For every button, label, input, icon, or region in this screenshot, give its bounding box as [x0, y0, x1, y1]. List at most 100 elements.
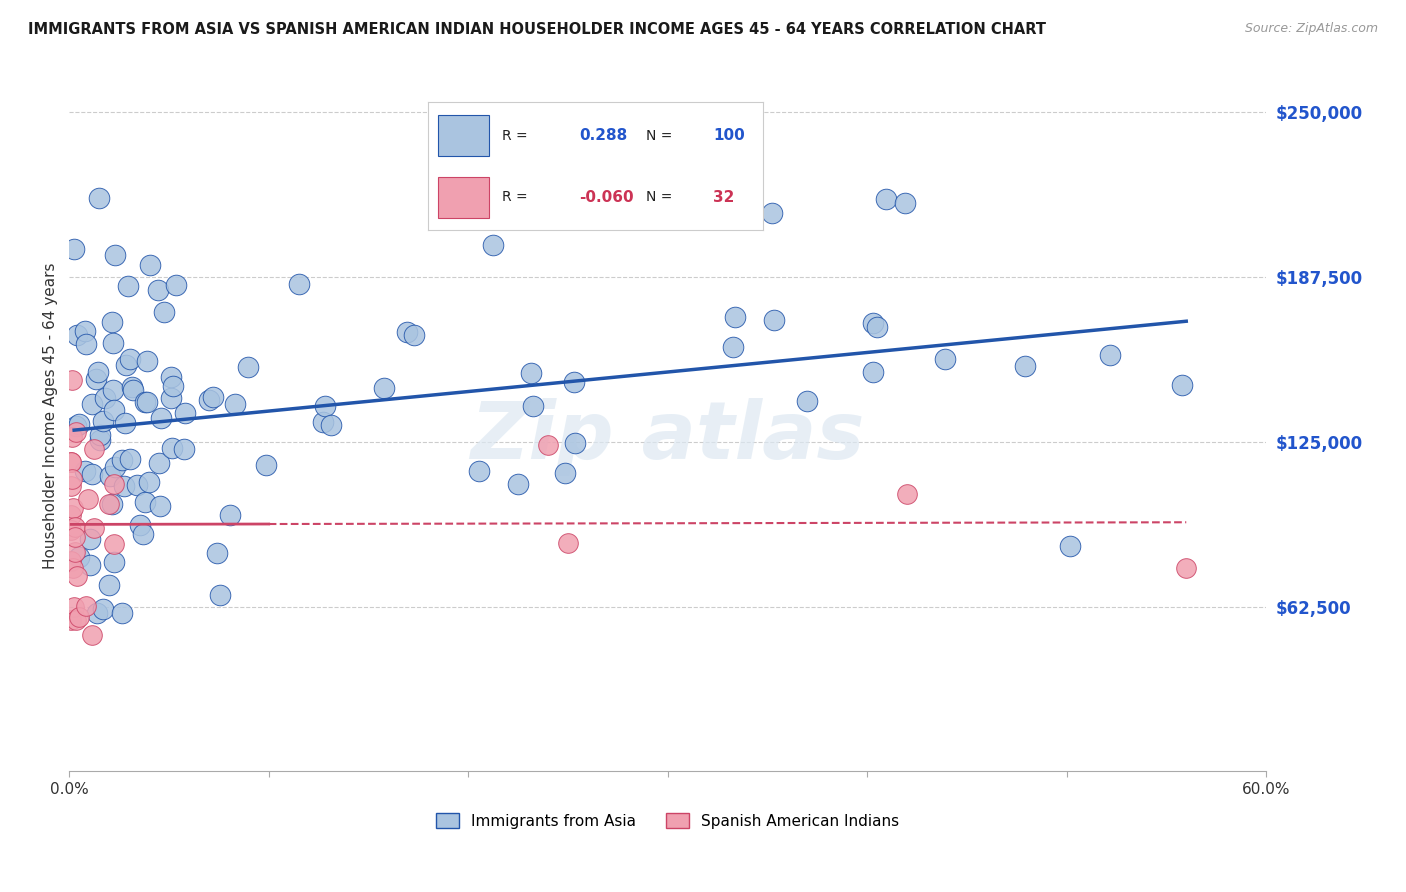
Point: [205, 546, 228, 560]
Point: [60, 613, 83, 627]
Point: [125, 478, 148, 492]
Point: [136, 354, 159, 368]
Point: [862, 316, 884, 330]
Point: [896, 487, 918, 501]
Point: [60, 523, 83, 537]
Point: [153, 305, 176, 319]
Point: [60, 472, 83, 486]
Point: [520, 367, 543, 381]
Point: [118, 351, 141, 366]
Point: [218, 508, 240, 522]
Point: [1175, 561, 1198, 575]
Point: [104, 248, 127, 262]
Point: [522, 399, 544, 413]
Point: [934, 352, 956, 367]
Point: [236, 360, 259, 375]
Point: [122, 383, 145, 397]
Text: Source: ZipAtlas.com: Source: ZipAtlas.com: [1244, 22, 1378, 36]
Point: [73, 324, 96, 338]
Point: [121, 380, 143, 394]
Point: [65, 418, 87, 433]
Point: [865, 319, 887, 334]
Point: [373, 381, 395, 395]
Point: [62, 561, 84, 575]
Point: [761, 206, 783, 220]
Point: [537, 438, 560, 452]
Point: [1014, 359, 1036, 373]
Point: [98, 469, 121, 483]
Point: [62, 500, 84, 515]
Point: [557, 536, 579, 550]
Point: [128, 517, 150, 532]
Point: [67, 550, 90, 565]
Point: [65, 613, 87, 627]
Point: [91, 414, 114, 428]
Point: [87, 191, 110, 205]
Point: [103, 335, 125, 350]
Point: [83, 521, 105, 535]
Point: [132, 526, 155, 541]
Point: [97, 497, 120, 511]
Point: [91, 602, 114, 616]
Point: [146, 283, 169, 297]
Point: [721, 340, 744, 354]
Point: [65, 425, 87, 440]
Point: [160, 370, 183, 384]
Point: [110, 606, 132, 620]
Point: [173, 442, 195, 456]
Point: [160, 441, 183, 455]
Point: [224, 397, 246, 411]
Point: [63, 600, 86, 615]
Point: [104, 459, 127, 474]
Point: [162, 379, 184, 393]
Point: [79, 532, 101, 546]
Point: [254, 458, 277, 472]
Point: [209, 588, 232, 602]
Point: [165, 278, 187, 293]
Point: [319, 418, 342, 433]
Point: [136, 394, 159, 409]
Point: [118, 451, 141, 466]
Point: [67, 610, 90, 624]
Point: [150, 410, 173, 425]
Point: [82, 467, 104, 481]
Point: [80, 628, 103, 642]
Point: [402, 327, 425, 342]
Point: [1170, 378, 1192, 392]
Point: [86, 606, 108, 620]
Point: [1099, 348, 1122, 362]
Point: [103, 555, 125, 569]
Point: [796, 393, 818, 408]
Point: [97, 578, 120, 592]
Point: [117, 278, 139, 293]
Point: [562, 375, 585, 389]
Point: [134, 395, 156, 409]
Point: [202, 390, 225, 404]
Point: [63, 242, 86, 256]
Point: [198, 392, 221, 407]
Point: [80, 397, 103, 411]
Point: [148, 456, 170, 470]
Point: [554, 466, 576, 480]
Point: [103, 537, 125, 551]
Point: [468, 464, 491, 478]
Point: [724, 310, 747, 324]
Point: [862, 365, 884, 379]
Point: [69, 417, 91, 431]
Point: [134, 494, 156, 508]
Point: [60, 508, 83, 523]
Point: [60, 479, 83, 493]
Point: [111, 453, 134, 467]
Point: [103, 477, 125, 491]
Point: [894, 195, 917, 210]
Point: [60, 373, 83, 387]
Point: [75, 599, 97, 614]
Text: IMMIGRANTS FROM ASIA VS SPANISH AMERICAN INDIAN HOUSEHOLDER INCOME AGES 45 - 64 : IMMIGRANTS FROM ASIA VS SPANISH AMERICAN…: [28, 22, 1046, 37]
Point: [60, 455, 83, 469]
Point: [159, 391, 181, 405]
Point: [83, 442, 105, 456]
Point: [101, 383, 124, 397]
Point: [112, 478, 135, 492]
Point: [1059, 539, 1081, 553]
Point: [114, 417, 136, 431]
